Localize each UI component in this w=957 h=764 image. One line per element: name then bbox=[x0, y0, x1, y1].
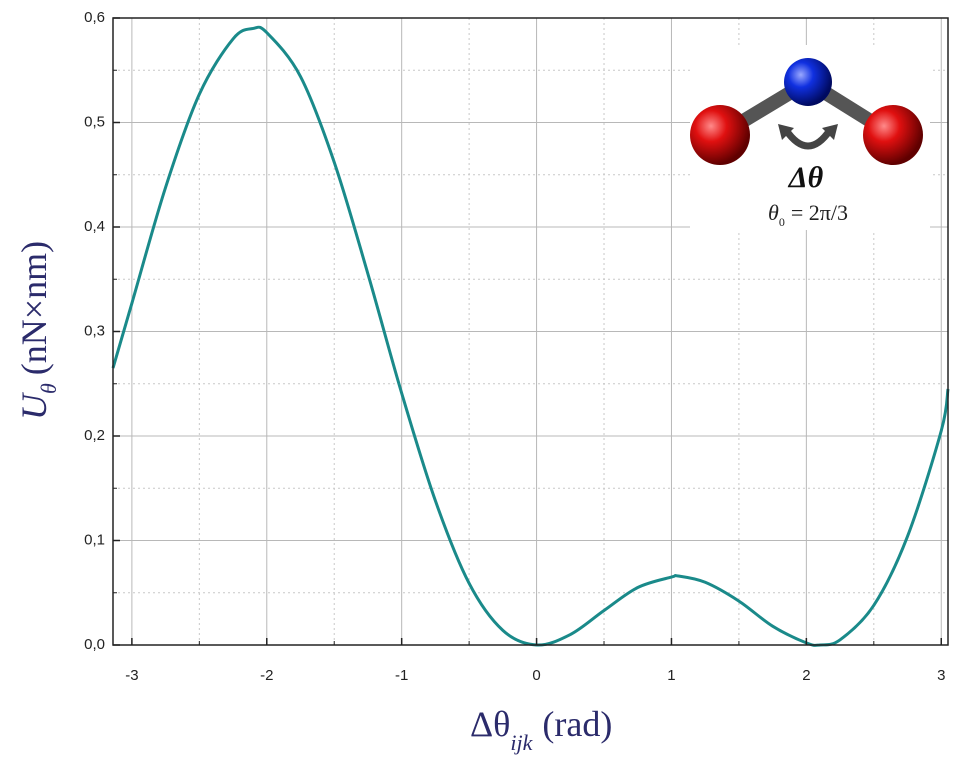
y-label-main: U bbox=[14, 392, 54, 420]
atom bbox=[690, 105, 750, 165]
x-label-main: Δθ bbox=[470, 704, 510, 744]
y-tick-label: 0,2 bbox=[84, 427, 105, 444]
y-tick-label: 0,3 bbox=[84, 322, 105, 339]
atom bbox=[784, 58, 832, 106]
y-label-sub: θ bbox=[36, 383, 61, 394]
x-label-sub: ijk bbox=[510, 730, 533, 755]
x-axis-label: Δθijk (rad) bbox=[470, 704, 612, 755]
x-tick-label: -1 bbox=[395, 667, 408, 684]
x-tick-label: 0 bbox=[532, 667, 540, 684]
y-label-unit: (nN×nm) bbox=[14, 241, 54, 375]
y-tick-label: 0,6 bbox=[84, 9, 105, 26]
x-tick-label: 1 bbox=[667, 667, 675, 684]
y-axis-label: Uθ (nN×nm) bbox=[14, 241, 61, 420]
formula-main: θ bbox=[768, 200, 779, 225]
inset-symbol: Δθ bbox=[788, 161, 824, 194]
x-tick-label: 3 bbox=[937, 667, 945, 684]
atom bbox=[863, 105, 923, 165]
molecule-inset: Δθ θ0 = 2π/3 bbox=[690, 45, 930, 230]
formula-rest: = 2π/3 bbox=[791, 200, 848, 225]
y-tick-label: 0,5 bbox=[84, 113, 105, 130]
page: {"chart_data": {"type": "line", "x_label… bbox=[0, 0, 957, 764]
formula-sub: 0 bbox=[779, 215, 785, 229]
y-tick-label: 0,1 bbox=[84, 531, 105, 548]
y-tick-label: 0,4 bbox=[84, 218, 105, 235]
x-label-unit: (rad) bbox=[542, 704, 612, 744]
chart: Δθ θ0= 2π/3 Δθijk(rad) Uθ(nN×nm) 0,00,10… bbox=[0, 0, 957, 764]
x-tick-label: -2 bbox=[260, 667, 273, 684]
x-tick-label: 2 bbox=[802, 667, 810, 684]
y-tick-label: 0,0 bbox=[84, 636, 105, 653]
x-tick-label: -3 bbox=[125, 667, 138, 684]
